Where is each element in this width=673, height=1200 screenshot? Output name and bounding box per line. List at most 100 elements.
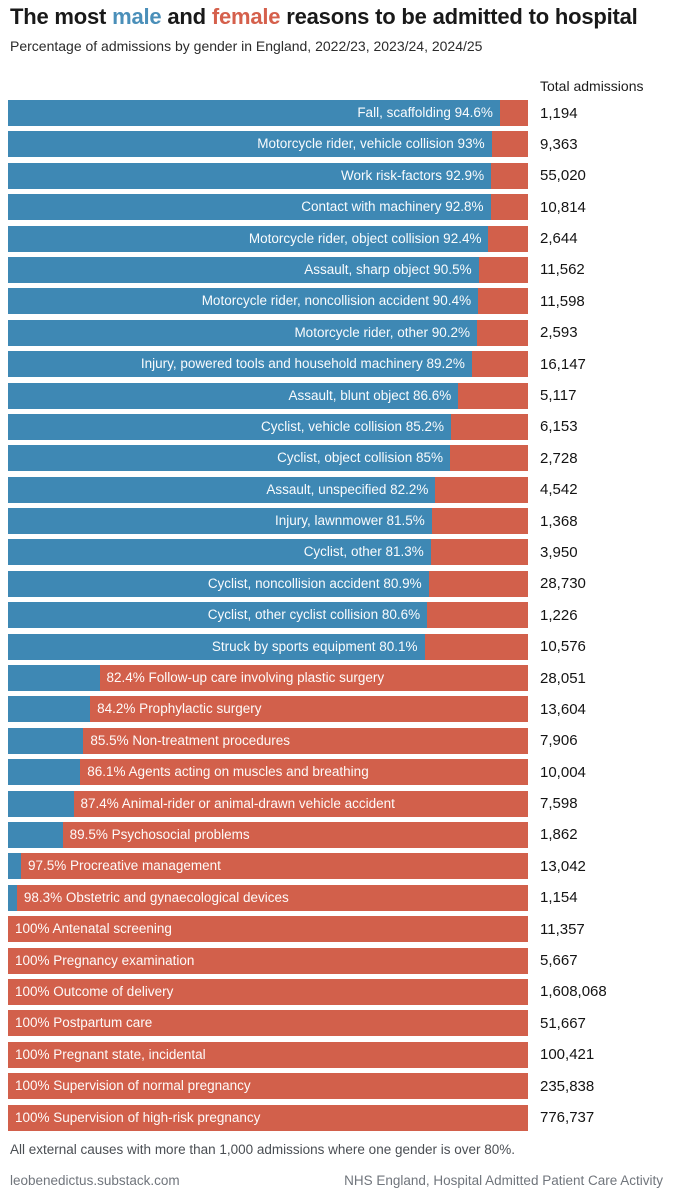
stacked-bar: Cyclist, noncollision accident 80.9% [8, 570, 528, 597]
bar-label: Assault, blunt object 86.6% [288, 387, 452, 403]
total-admissions-value: 11,357 [540, 920, 585, 938]
total-admissions-value: 1,862 [540, 826, 578, 844]
total-admissions-value: 7,598 [540, 795, 578, 813]
female-segment: 100% Postpartum care [8, 1010, 528, 1037]
bar-label: 97.5% Procreative management [28, 858, 221, 874]
bar-label: 100% Postpartum care [15, 1015, 153, 1031]
male-segment [8, 759, 81, 786]
female-segment: 100% Pregnancy examination [8, 947, 528, 974]
bar-row: Assault, sharp object 90.5% 11,562 [8, 256, 607, 283]
female-segment [458, 382, 528, 409]
stacked-bar: 100% Supervision of high-risk pregnancy [8, 1104, 528, 1131]
total-admissions-value: 1,154 [540, 889, 578, 907]
bar-row: 87.4% Animal-rider or animal-drawn vehic… [8, 790, 607, 817]
bar-label: 85.5% Non-treatment procedures [90, 732, 290, 748]
male-segment: Motorcycle rider, object collision 92.4% [8, 225, 489, 252]
total-admissions-value: 10,576 [540, 638, 586, 656]
bar-row: 100% Pregnant state, incidental 100,421 [8, 1041, 607, 1068]
male-segment: Assault, sharp object 90.5% [8, 256, 479, 283]
male-segment [8, 727, 84, 754]
bar-label: 100% Supervision of high-risk pregnancy [15, 1109, 261, 1125]
stacked-bar: 100% Outcome of delivery [8, 978, 528, 1005]
bar-row: 100% Supervision of high-risk pregnancy 7… [8, 1104, 607, 1131]
male-segment: Cyclist, object collision 85% [8, 445, 450, 472]
bar-row: 100% Supervision of normal pregnancy 235,… [8, 1073, 607, 1100]
female-segment: 87.4% Animal-rider or animal-drawn vehic… [73, 790, 528, 817]
bar-row: Assault, blunt object 86.6% 5,117 [8, 382, 607, 409]
female-segment [488, 225, 528, 252]
female-segment [428, 570, 528, 597]
total-admissions-value: 1,194 [540, 104, 578, 122]
total-admissions-value: 51,667 [540, 1014, 586, 1032]
female-segment: 86.1% Agents acting on muscles and breat… [80, 759, 528, 786]
male-segment: Injury, powered tools and household mach… [8, 351, 472, 378]
title-text-3: reasons to be admitted to hospital [280, 4, 638, 29]
stacked-bar: 87.4% Animal-rider or animal-drawn vehic… [8, 790, 528, 817]
stacked-bar: Fall, scaffolding 94.6% [8, 100, 528, 126]
male-segment: Cyclist, other cyclist collision 80.6% [8, 602, 428, 629]
bar-row: Cyclist, noncollision accident 80.9% 28,7… [8, 570, 607, 597]
total-admissions-value: 5,117 [540, 387, 577, 405]
male-segment [8, 696, 91, 723]
total-admissions-value: 13,042 [540, 857, 586, 875]
male-segment [8, 790, 74, 817]
source-left: leobenedictus.substack.com [10, 1173, 180, 1188]
stacked-bar: 82.4% Follow-up care involving plastic s… [8, 665, 528, 692]
total-admissions-value: 235,838 [540, 1077, 595, 1095]
bar-label: Assault, sharp object 90.5% [304, 261, 472, 277]
male-segment: Cyclist, vehicle collision 85.2% [8, 413, 452, 440]
bar-label: 100% Supervision of normal pregnancy [15, 1078, 251, 1094]
bar-row: 98.3% Obstetric and gynaecological devic… [8, 884, 607, 911]
male-segment: Assault, unspecified 82.2% [8, 476, 436, 503]
female-segment [424, 633, 528, 660]
stacked-bar: 100% Pregnancy examination [8, 947, 528, 974]
male-segment: Motorcycle rider, vehicle collision 93% [8, 131, 492, 158]
bar-row: Injury, lawnmower 81.5% 1,368 [8, 508, 607, 535]
female-segment: 98.3% Obstetric and gynaecological devic… [16, 884, 528, 911]
title-text-2: and [161, 4, 212, 29]
stacked-bar: Assault, unspecified 82.2% [8, 476, 528, 503]
bar-label: 100% Pregnancy examination [15, 952, 195, 968]
bar-row: Assault, unspecified 82.2% 4,542 [8, 476, 607, 503]
chart-footnote: All external causes with more than 1,000… [10, 1142, 516, 1157]
stacked-bar: Motorcycle rider, object collision 92.4% [8, 225, 528, 252]
total-admissions-value: 1,368 [540, 512, 578, 530]
bar-label: 84.2% Prophylactic surgery [97, 701, 262, 717]
stacked-bar-chart: Fall, scaffolding 94.6% 1,194 Motorcycle r… [8, 100, 607, 1136]
male-segment: Work risk-factors 92.9% [8, 162, 492, 189]
bar-label: Contact with machinery 92.8% [301, 199, 484, 215]
total-admissions-value: 3,950 [540, 543, 578, 561]
stacked-bar: Injury, powered tools and household mach… [8, 351, 528, 378]
female-segment: 100% Outcome of delivery [8, 978, 528, 1005]
male-segment: Injury, lawnmower 81.5% [8, 508, 432, 535]
male-segment: Fall, scaffolding 94.6% [8, 100, 500, 126]
bar-label: Motorcycle rider, vehicle collision 93% [257, 136, 485, 152]
female-segment [491, 131, 528, 158]
stacked-bar: Assault, sharp object 90.5% [8, 256, 528, 283]
female-segment [478, 288, 528, 315]
female-segment: 97.5% Procreative management [21, 853, 528, 880]
total-admissions-value: 6,153 [540, 418, 578, 436]
stacked-bar: 100% Pregnant state, incidental [8, 1041, 528, 1068]
stacked-bar: Injury, lawnmower 81.5% [8, 508, 528, 535]
total-admissions-value: 2,593 [540, 324, 578, 342]
stacked-bar: 84.2% Prophylactic surgery [8, 696, 528, 723]
total-admissions-value: 100,421 [540, 1046, 595, 1064]
male-segment [8, 853, 21, 880]
bar-row: Cyclist, other cyclist collision 80.6% 1,… [8, 602, 607, 629]
title-female-word: female [211, 4, 281, 29]
stacked-bar: Cyclist, other cyclist collision 80.6% [8, 602, 528, 629]
stacked-bar: Contact with machinery 92.8% [8, 194, 528, 221]
bar-label: 82.4% Follow-up care involving plastic s… [106, 670, 385, 686]
bar-label: Motorcycle rider, other 90.2% [294, 324, 471, 340]
stacked-bar: 85.5% Non-treatment procedures [8, 727, 528, 754]
bar-row: Cyclist, vehicle collision 85.2% 6,153 [8, 413, 607, 440]
female-segment: 82.4% Follow-up care involving plastic s… [99, 665, 528, 692]
stacked-bar: Cyclist, vehicle collision 85.2% [8, 413, 528, 440]
bar-row: Cyclist, object collision 85% 2,728 [8, 445, 607, 472]
bar-row: 100% Antenatal screening 11,357 [8, 916, 607, 943]
bar-row: Work risk-factors 92.9% 55,020 [8, 162, 607, 189]
bar-label: Cyclist, other 81.3% [303, 544, 424, 560]
bar-label: 86.1% Agents acting on muscles and breat… [87, 764, 369, 780]
bar-label: Work risk-factors 92.9% [341, 167, 485, 183]
